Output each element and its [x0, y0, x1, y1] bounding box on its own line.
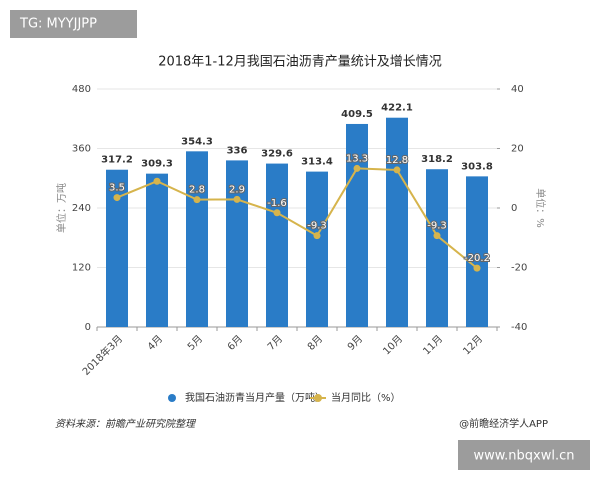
bar-value-label: 309.3: [141, 159, 173, 170]
bar: [146, 173, 168, 327]
bar-value-label: 354.3: [181, 136, 213, 147]
line-point: [473, 264, 481, 272]
line-point: [113, 194, 121, 202]
line-value-label: -9.3: [307, 221, 327, 232]
line: [116, 167, 478, 269]
legend-label: 当月同比（%）: [331, 391, 401, 404]
x-tick-label: 10月: [381, 333, 406, 358]
line-point: [393, 166, 401, 174]
bar-value-label: 313.4: [301, 157, 333, 168]
tag-box: [10, 10, 137, 38]
x-tick-label: 11月: [421, 333, 446, 358]
chart-title: 2018年1-12月我国石油沥青产量统计及增长情况: [158, 55, 442, 70]
line-value-label: 12.8: [386, 155, 408, 166]
line-value-label: 13.3: [346, 153, 368, 164]
y-tick-label: 480: [72, 84, 91, 95]
bar: [186, 151, 208, 327]
tag: TG: MYYJJPP: [19, 17, 97, 32]
bar: [106, 169, 128, 327]
line-point: [313, 232, 321, 240]
line-value-label: -20.2: [464, 253, 490, 264]
y2-axis-label: 单位：%: [534, 188, 547, 228]
line-point: [353, 164, 361, 172]
bar-value-label: 409.5: [341, 109, 373, 120]
bar: [466, 176, 488, 327]
line-value-label: -1.6: [267, 198, 287, 209]
bar: [346, 123, 368, 327]
x-tick-label: 9月: [345, 333, 365, 353]
bar: [266, 163, 288, 327]
legend-marker: [168, 394, 176, 402]
line-value-label: -9.3: [427, 221, 447, 232]
bar-value-label: 336: [227, 145, 248, 156]
x-tick-label: 8月: [305, 333, 325, 353]
line-value-label: 2.9: [229, 184, 245, 195]
x-tick-label: 6月: [225, 333, 245, 353]
y-tick-label: 120: [72, 263, 91, 274]
bar: [386, 117, 408, 328]
x-tick-label: 5月: [185, 333, 205, 353]
y-tick-label: 360: [72, 144, 91, 155]
watermark: www.nbqxwl.cn: [473, 449, 574, 464]
y-axis-label: 单位：万吨: [55, 183, 68, 233]
legend-marker: [314, 394, 322, 402]
line-point: [433, 232, 441, 240]
x-tick-label: 12月: [461, 333, 486, 358]
line-point: [233, 195, 241, 203]
credit: @前瞻经济学人APP: [459, 417, 548, 430]
y-tick-label: 0: [85, 322, 91, 333]
line-point: [273, 209, 281, 217]
bar-value-label: 303.8: [461, 161, 493, 172]
source: 资料来源：前瞻产业研究院整理: [55, 418, 197, 430]
bar-value-label: 317.2: [101, 155, 133, 166]
bar: [426, 169, 448, 327]
bar-value-label: 318.2: [421, 154, 453, 165]
bar: [306, 171, 328, 327]
y2-tick-label: 40: [511, 84, 524, 95]
y2-tick-label: 0: [511, 203, 517, 214]
bar-value-label: 422.1: [381, 103, 413, 114]
y-tick-label: 240: [72, 203, 91, 214]
bar-value-label: 329.6: [261, 149, 293, 160]
line-point: [193, 196, 201, 204]
line-value-label: 3.5: [109, 183, 125, 194]
y2-tick-label: -40: [511, 322, 527, 333]
x-tick-label: 2018年3月: [79, 332, 125, 378]
watermark-box: [458, 440, 590, 470]
x-tick-label: 7月: [265, 333, 285, 353]
y2-tick-label: -20: [511, 263, 527, 274]
y2-tick-label: 20: [511, 144, 524, 155]
line-point: [153, 177, 161, 185]
line-value-label: 2.8: [189, 185, 205, 196]
x-tick-label: 4月: [145, 333, 165, 353]
legend-label: 我国石油沥青当月产量（万吨）: [185, 391, 325, 404]
